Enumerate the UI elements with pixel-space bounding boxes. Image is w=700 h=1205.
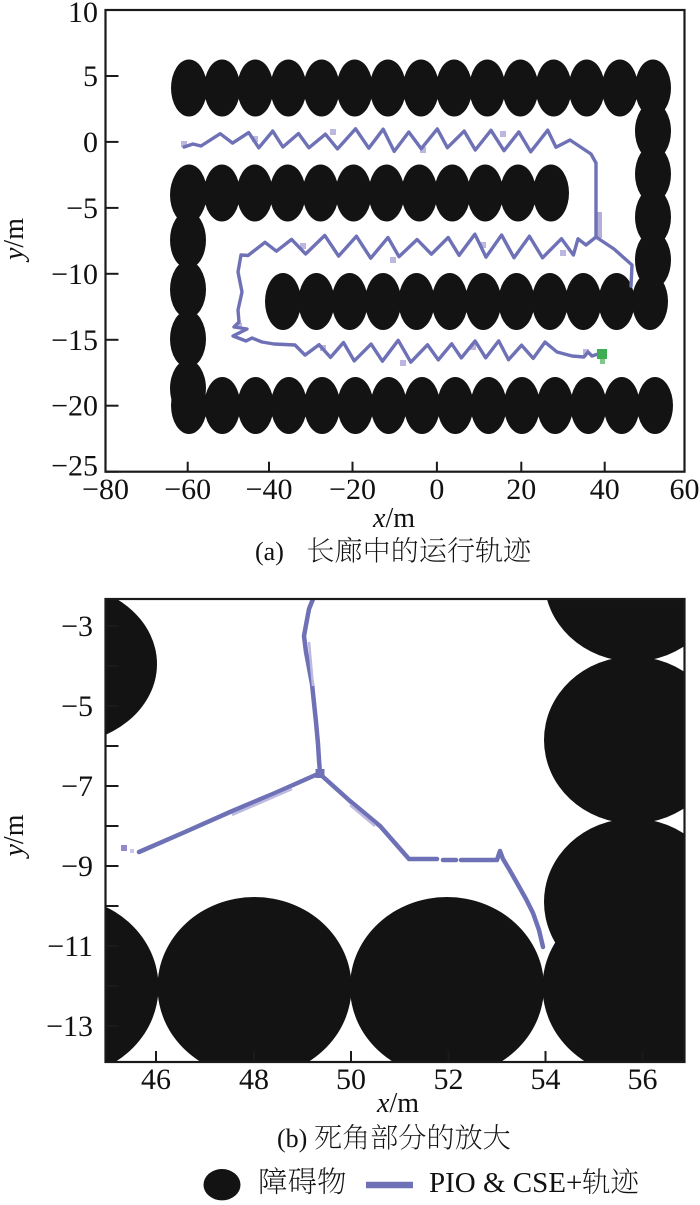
svg-text:20: 20 [506,473,536,506]
svg-text:−60: −60 [164,473,211,506]
svg-text:0: 0 [429,473,444,506]
svg-text:52: 52 [434,1063,464,1096]
svg-text:5: 5 [83,60,98,93]
svg-text:y/m: y/m [0,218,30,263]
svg-text:60: 60 [670,473,700,506]
svg-text:−15: −15 [51,324,98,357]
svg-text:x/m: x/m [376,1088,419,1119]
svg-text:(b): (b) [277,1124,307,1153]
svg-text:46: 46 [141,1063,171,1096]
svg-text:−40: −40 [246,473,293,506]
svg-text:40: 40 [590,473,620,506]
svg-text:−5: −5 [66,192,98,225]
svg-text:−80: −80 [82,473,129,506]
svg-text:−5: −5 [61,690,93,723]
svg-text:−11: −11 [47,930,93,963]
svg-text:10: 10 [68,0,98,29]
svg-text:−20: −20 [329,473,376,506]
svg-text:0: 0 [83,126,98,159]
svg-text:56: 56 [628,1063,658,1096]
svg-text:x/m: x/m [372,503,415,534]
svg-text:−7: −7 [61,770,93,803]
svg-text:−25: −25 [51,450,98,483]
svg-text:y/m: y/m [0,814,30,859]
svg-text:50: 50 [336,1063,366,1096]
svg-text:−20: −20 [51,390,98,423]
svg-text:−10: −10 [51,258,98,291]
svg-text:−3: −3 [61,610,93,643]
svg-text:−9: −9 [61,850,93,883]
svg-text:(a): (a) [255,537,284,566]
svg-text:−13: −13 [46,1010,93,1043]
svg-text:54: 54 [531,1063,561,1096]
svg-text:PIO & CSE+: PIO & CSE+ [429,1167,582,1199]
svg-text:48: 48 [239,1063,269,1096]
